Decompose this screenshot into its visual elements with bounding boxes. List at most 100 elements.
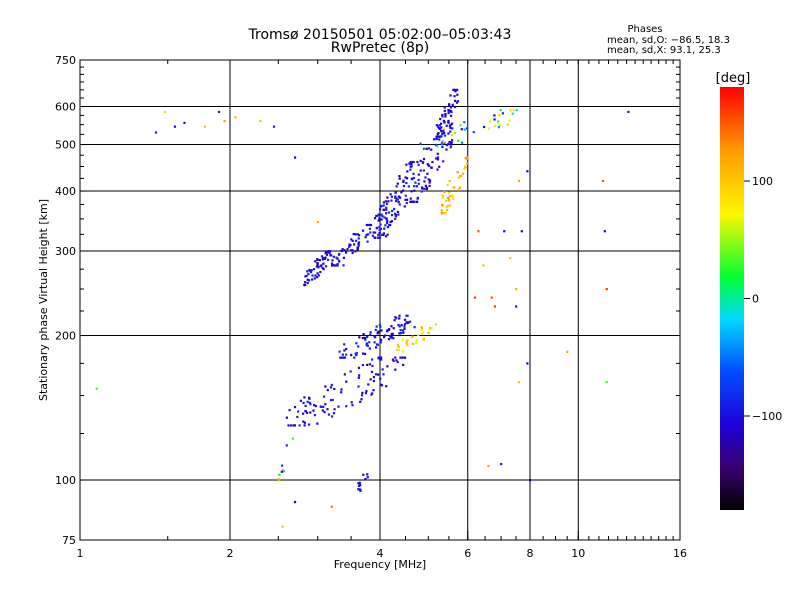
echo-point	[306, 270, 309, 273]
echo-point	[399, 356, 402, 359]
echo-point	[405, 314, 408, 317]
echo-point	[423, 180, 426, 183]
echo-point	[425, 186, 429, 189]
echo-point	[380, 358, 383, 361]
echo-point	[405, 341, 408, 344]
echo-point	[448, 141, 451, 144]
echo-point	[404, 194, 407, 197]
echo-point	[566, 350, 569, 353]
echo-point	[398, 175, 401, 178]
echo-point	[420, 328, 423, 331]
echo-point	[428, 179, 432, 182]
echo-point	[324, 403, 327, 406]
echo-point	[386, 219, 389, 222]
echo-point	[400, 191, 403, 194]
echo-point	[443, 121, 446, 124]
echo-point	[501, 112, 504, 115]
echo-point	[362, 473, 365, 476]
echo-point	[304, 404, 307, 408]
echo-point	[324, 385, 327, 388]
echo-point	[446, 208, 449, 212]
echo-point	[317, 266, 320, 269]
echo-point	[369, 223, 373, 227]
y-tick-label: 75	[62, 534, 76, 547]
echo-point	[442, 119, 445, 123]
echo-point	[281, 469, 284, 472]
echo-point	[428, 164, 431, 167]
echo-point	[390, 199, 393, 202]
echo-point	[398, 203, 401, 206]
echo-point	[311, 278, 314, 281]
echo-point	[349, 249, 353, 252]
echo-point	[378, 323, 382, 327]
echo-point	[419, 169, 422, 172]
echo-point	[449, 146, 452, 149]
echo-point	[411, 342, 415, 345]
echo-point	[343, 343, 346, 346]
echo-point	[395, 348, 399, 351]
echo-point	[366, 335, 369, 339]
echo-point	[449, 130, 452, 133]
echo-point	[441, 115, 444, 118]
echo-point	[403, 356, 406, 359]
echo-point	[365, 389, 368, 393]
phase-legend: Phases mean, sd,O: −86.5, 18.3 mean, sd,…	[607, 24, 730, 56]
echo-point	[452, 88, 455, 92]
echo-point	[333, 387, 336, 391]
echo-point	[285, 444, 288, 447]
echo-point	[627, 110, 630, 113]
echo-point	[408, 162, 411, 165]
echo-point	[442, 160, 445, 163]
echo-point	[436, 158, 440, 161]
echo-point	[326, 408, 329, 411]
echo-point	[436, 152, 439, 155]
echo-point	[334, 264, 337, 267]
echo-point	[461, 172, 465, 175]
echo-point	[95, 387, 98, 390]
echo-point	[451, 103, 454, 106]
echo-point	[306, 411, 309, 414]
echo-point	[366, 473, 369, 476]
x-tick-label: 10	[571, 547, 585, 560]
echo-point	[398, 332, 401, 335]
echo-point	[403, 318, 407, 321]
echo-point	[520, 230, 523, 233]
echo-point	[400, 324, 403, 327]
echo-point	[356, 246, 359, 249]
echo-point	[394, 191, 397, 194]
echo-point	[487, 127, 490, 130]
echo-point	[272, 125, 276, 128]
echo-point	[338, 252, 341, 256]
echo-point	[403, 325, 406, 328]
echo-point	[340, 391, 343, 394]
echo-point	[379, 377, 382, 380]
echo-point	[405, 177, 409, 180]
echo-point	[395, 197, 398, 200]
echo-point	[316, 258, 319, 261]
echo-point	[297, 410, 300, 413]
echo-point	[417, 163, 420, 167]
x-tick-label: 1	[77, 547, 84, 560]
echo-point	[321, 266, 324, 270]
echo-point	[517, 381, 521, 384]
echo-point	[394, 215, 397, 218]
echo-point	[323, 411, 326, 414]
echo-point	[605, 381, 608, 384]
echo-point	[387, 200, 390, 203]
echo-point	[358, 336, 361, 339]
echo-point	[413, 185, 416, 188]
echo-point	[397, 348, 400, 352]
echo-point	[397, 324, 400, 327]
chart-title: Tromsø 20150501 05:02:00–05:03:43	[248, 27, 512, 43]
echo-point	[308, 397, 311, 400]
echo-point	[313, 277, 316, 280]
echo-point	[436, 125, 439, 128]
echo-point	[343, 373, 346, 376]
echo-point	[434, 323, 438, 326]
echo-point	[341, 353, 344, 356]
echo-point	[436, 145, 439, 148]
echo-point	[463, 121, 466, 124]
echo-point	[411, 200, 414, 203]
echo-point	[370, 370, 374, 373]
echo-point	[344, 251, 348, 254]
